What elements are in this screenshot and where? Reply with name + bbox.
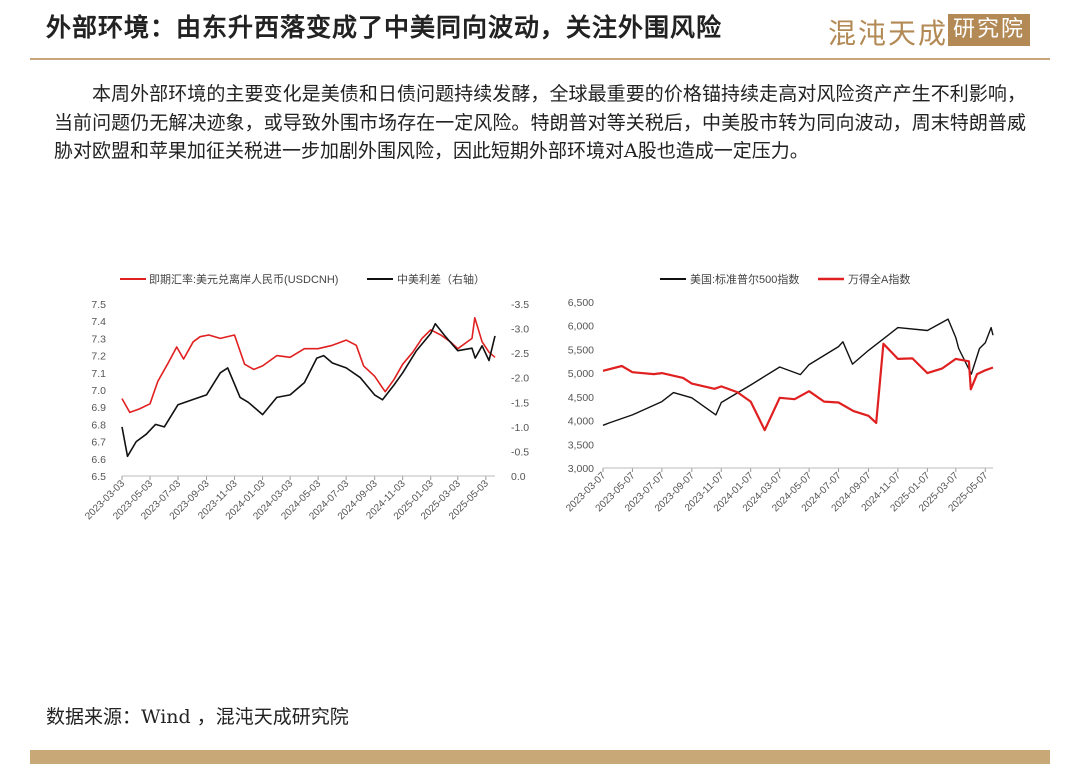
y-tick-label: 7.4 xyxy=(91,316,106,328)
series-line xyxy=(121,322,496,458)
header-divider xyxy=(30,58,1050,60)
y-tick-label: 3,500 xyxy=(568,439,594,451)
y2-tick-label: -0.5 xyxy=(511,446,529,458)
y-tick-label: 6.6 xyxy=(91,454,106,466)
y-tick-label: 7.1 xyxy=(91,368,106,380)
y-tick-label: 4,000 xyxy=(568,416,594,428)
series-lines xyxy=(602,318,994,432)
legend: 即期汇率:美元兑离岸人民币(USDCNH) 中美利差（右轴） xyxy=(120,272,485,286)
logo-box: 研究院 xyxy=(948,14,1030,46)
chart-sp500-wind-a: 美国:标准普尔500指数 万得全A指数 3,000 3,500 4,000 4,500… xyxy=(564,272,994,514)
x-axis-ticks: 2023-03-072023-05-072023-07-072023-09-07… xyxy=(564,468,991,514)
series-line xyxy=(602,342,994,432)
legend: 美国:标准普尔500指数 万得全A指数 xyxy=(660,272,910,286)
y-tick-label: 6.9 xyxy=(91,402,106,414)
logo-text: 混沌天成 xyxy=(828,17,949,50)
y-tick-label: 6.7 xyxy=(91,437,106,449)
y-tick-label: 7.3 xyxy=(91,333,106,345)
y2-tick-label: 0.0 xyxy=(511,471,526,483)
brand-logo: 混沌天成 研究院 xyxy=(828,12,1030,50)
series-line xyxy=(121,316,496,414)
x-axis-ticks: 2023-03-032023-05-032023-07-032023-09-03… xyxy=(83,476,491,522)
left-axis-ticks: 6.5 6.6 6.7 6.8 6.9 7.0 7.1 7.2 7.3 7.4 7.5 xyxy=(91,299,106,483)
y-tick-label: 7.2 xyxy=(91,351,106,363)
series-lines xyxy=(121,316,496,458)
y2-tick-label: -2.0 xyxy=(511,373,529,385)
y-tick-label: 4,500 xyxy=(568,392,594,404)
footer-bar xyxy=(30,750,1050,764)
y-tick-label: 6.8 xyxy=(91,419,106,431)
data-source: 数据来源：Wind ，混沌天成研究院 xyxy=(46,706,349,728)
legend-label: 中美利差（右轴） xyxy=(397,272,485,286)
y-tick-label: 7.5 xyxy=(91,299,106,311)
y2-tick-label: -3.0 xyxy=(511,324,529,336)
y2-tick-label: -2.5 xyxy=(511,348,529,360)
y-tick-label: 6,000 xyxy=(568,321,594,333)
y2-tick-label: -1.0 xyxy=(511,422,529,434)
chart-cnh-spread: 即期汇率:美元兑离岸人民币(USDCNH) 中美利差（右轴） 6.5 6.6 6.7… xyxy=(83,272,529,522)
page-title: 外部环境：由东升西落变成了中美同向波动，关注外围风险 xyxy=(46,13,723,42)
legend-label: 万得全A指数 xyxy=(848,272,910,286)
legend-label: 即期汇率:美元兑离岸人民币(USDCNH) xyxy=(149,272,338,286)
legend-label: 美国:标准普尔500指数 xyxy=(690,272,799,286)
right-axis-ticks: 0.0 -0.5 -1.0 -1.5 -2.0 -2.5 -3.0 -3.5 xyxy=(511,299,529,483)
y-tick-label: 6.5 xyxy=(91,471,106,483)
y-tick-label: 7.0 xyxy=(91,385,106,397)
y-tick-label: 5,500 xyxy=(568,344,594,356)
y-tick-label: 6,500 xyxy=(568,297,594,309)
y-tick-label: 5,000 xyxy=(568,368,594,380)
y2-tick-label: -1.5 xyxy=(511,397,529,409)
body-text: 本周外部环境的主要变化是美债和日债问题持续发酵，全球最重要的价格锚持续走高对风险… xyxy=(54,80,1026,166)
y2-tick-label: -3.5 xyxy=(511,299,529,311)
y-axis-ticks: 3,000 3,500 4,000 4,500 5,000 5,500 6,000 6,500 xyxy=(568,297,594,475)
y-tick-label: 3,000 xyxy=(568,463,594,475)
body-paragraph: 本周外部环境的主要变化是美债和日债问题持续发酵，全球最重要的价格锚持续走高对风险… xyxy=(54,83,1026,162)
